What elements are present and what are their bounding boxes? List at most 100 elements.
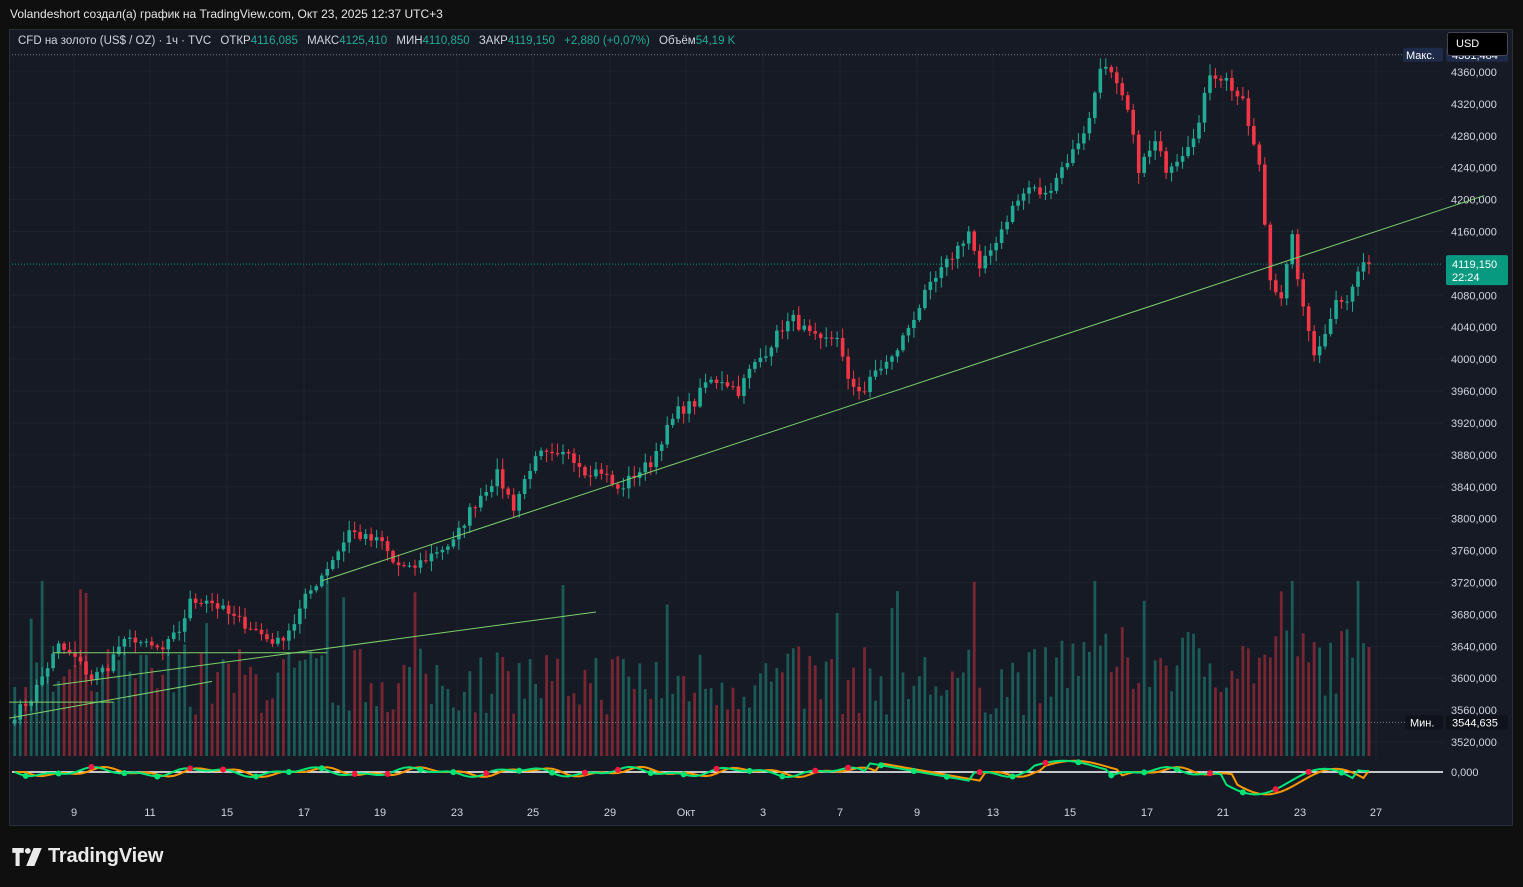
volume-bar bbox=[144, 654, 148, 756]
min-badge bbox=[1405, 715, 1443, 730]
volume-bar bbox=[649, 698, 653, 756]
candle-body bbox=[150, 641, 154, 646]
volume-bar bbox=[1082, 642, 1086, 756]
candle-body bbox=[418, 560, 423, 568]
volume-bar bbox=[534, 683, 538, 756]
volume-bar bbox=[1060, 640, 1064, 756]
candle-body bbox=[720, 382, 724, 384]
oscillator-main-line bbox=[14, 759, 1369, 796]
volume-bar bbox=[890, 607, 894, 756]
volume-bar bbox=[1071, 643, 1075, 756]
oscillator-cross-dot bbox=[516, 767, 523, 774]
candle-body bbox=[862, 391, 867, 393]
currency-button[interactable]: USD bbox=[1447, 32, 1508, 56]
candle-body bbox=[594, 469, 598, 477]
candle-body bbox=[1334, 300, 1338, 319]
oscillator-cross-dot bbox=[55, 770, 62, 777]
volume-bar bbox=[961, 672, 965, 756]
oscillator-zero-label: 0,000 bbox=[1451, 767, 1479, 779]
oscillator-cross-dot bbox=[384, 770, 391, 777]
trendline[interactable] bbox=[321, 195, 1485, 582]
candle-body bbox=[1317, 346, 1322, 356]
candle-body bbox=[182, 618, 187, 632]
x-tick-label: 13 bbox=[987, 807, 999, 819]
candle-body bbox=[1038, 187, 1042, 195]
candle-body bbox=[29, 701, 33, 706]
candle-body bbox=[928, 281, 933, 290]
y-tick-label: 3920,000 bbox=[1451, 418, 1497, 430]
x-tick-label: 21 bbox=[1217, 807, 1229, 819]
symbol-title[interactable]: CFD на золото (US$ / OZ) · 1ч · TVC bbox=[18, 35, 212, 47]
candle-body bbox=[703, 382, 708, 388]
volume-bar bbox=[1323, 695, 1327, 756]
candle-body bbox=[243, 616, 247, 629]
tradingview-logo-icon bbox=[12, 847, 42, 866]
volume-bar bbox=[863, 647, 866, 756]
candle-body bbox=[309, 590, 313, 594]
volume-bar bbox=[561, 585, 565, 756]
candle-body bbox=[627, 475, 631, 489]
candle-body bbox=[1202, 92, 1207, 123]
candle-body bbox=[687, 401, 691, 414]
y-tick-label: 3840,000 bbox=[1451, 482, 1497, 494]
volume-bar bbox=[1066, 687, 1069, 756]
last-price-badge[interactable] bbox=[1446, 255, 1508, 286]
candle-body bbox=[341, 542, 346, 552]
volume-bar bbox=[879, 676, 883, 756]
volume-bar bbox=[1290, 581, 1294, 756]
chart-panel[interactable] bbox=[9, 29, 1513, 826]
x-tick-label: 15 bbox=[221, 807, 233, 819]
volume-bar bbox=[928, 694, 932, 756]
volume-bar bbox=[512, 713, 516, 756]
candle-body bbox=[769, 347, 774, 357]
candle-body bbox=[1219, 78, 1223, 81]
volume-bar bbox=[1329, 642, 1333, 756]
volume-bar bbox=[556, 658, 559, 756]
oscillator-signal-line bbox=[14, 759, 1370, 796]
volume-bar bbox=[1246, 648, 1250, 756]
candle-body bbox=[495, 469, 500, 487]
candle-body bbox=[1010, 205, 1015, 222]
candle-body bbox=[1098, 68, 1103, 93]
volume-bar bbox=[1279, 591, 1283, 756]
volume-bar bbox=[972, 581, 976, 756]
y-tick-label: 3880,000 bbox=[1451, 450, 1497, 462]
candle-body bbox=[489, 486, 494, 492]
trendline[interactable] bbox=[9, 680, 213, 719]
candle-body bbox=[857, 386, 861, 392]
candle-body bbox=[303, 593, 308, 609]
candle-body bbox=[764, 356, 768, 358]
candle-body bbox=[1257, 144, 1262, 165]
volume-bar bbox=[375, 706, 379, 756]
volume-bar bbox=[737, 709, 740, 756]
close-label: ЗАКР bbox=[478, 35, 508, 47]
candle-body bbox=[1153, 141, 1157, 151]
volume-bar bbox=[435, 665, 439, 756]
volume-bar bbox=[238, 649, 241, 756]
volume-bar bbox=[939, 695, 943, 756]
candle-body bbox=[544, 450, 549, 452]
volume-label: Объём bbox=[659, 35, 696, 47]
candle-body bbox=[166, 639, 171, 650]
candle-body bbox=[950, 258, 955, 260]
candle-body bbox=[511, 494, 516, 511]
x-tick-label: 7 bbox=[837, 807, 843, 819]
candle-body bbox=[210, 600, 214, 604]
volume-bar bbox=[402, 665, 406, 756]
candle-body bbox=[709, 379, 713, 383]
candle-body bbox=[292, 624, 297, 631]
candle-body bbox=[747, 368, 752, 379]
candle-body bbox=[51, 653, 55, 669]
candle-body bbox=[818, 333, 823, 339]
volume-bar bbox=[265, 700, 269, 756]
trendline[interactable] bbox=[53, 611, 596, 686]
volume-bar bbox=[172, 692, 176, 756]
volume-bar bbox=[1159, 658, 1163, 756]
candle-body bbox=[901, 335, 905, 351]
candle-body bbox=[1054, 177, 1059, 191]
candle-body bbox=[1021, 193, 1026, 201]
volume-bar bbox=[1252, 683, 1256, 756]
volume-bar bbox=[753, 685, 757, 756]
volume-bar bbox=[1055, 657, 1058, 756]
